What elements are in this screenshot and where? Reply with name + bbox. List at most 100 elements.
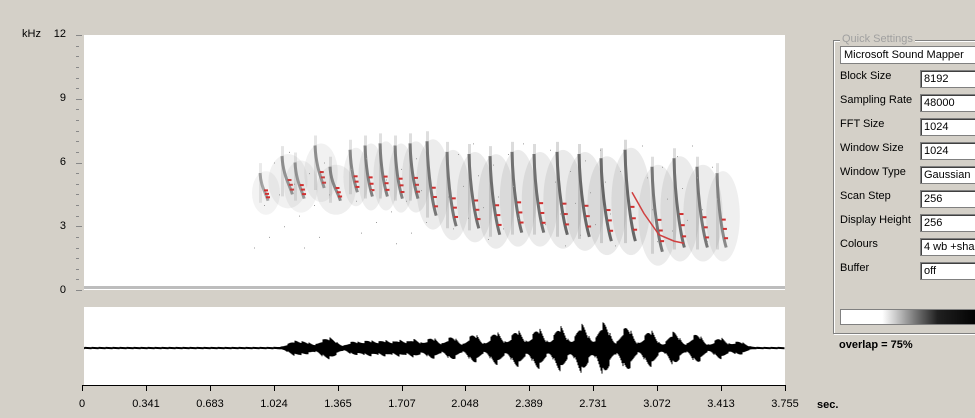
noise-speck bbox=[254, 247, 255, 249]
quick-settings-group: Quick Settings bbox=[833, 33, 975, 334]
y-tick-mark bbox=[76, 131, 79, 132]
y-tick-mark bbox=[76, 46, 79, 47]
syllable bbox=[565, 144, 605, 251]
waveform-image bbox=[84, 322, 785, 374]
noise-speck bbox=[309, 173, 310, 175]
y-tick-mark bbox=[76, 152, 79, 153]
y-tick-mark bbox=[76, 120, 79, 121]
time-tick-mark bbox=[721, 386, 722, 391]
noise-speck bbox=[299, 215, 300, 217]
noise-speck bbox=[386, 179, 387, 181]
sound-device-select[interactable]: Microsoft Sound Mapper bbox=[840, 46, 975, 64]
y-tick-mark bbox=[76, 184, 79, 185]
noise-speck bbox=[565, 245, 566, 247]
noise-speck bbox=[279, 194, 280, 196]
noise-speck bbox=[269, 236, 270, 238]
noise-speck bbox=[324, 162, 325, 164]
time-tick-label: 3.072 bbox=[643, 398, 671, 410]
time-tick-label: 0.683 bbox=[196, 398, 224, 410]
y-tick-label: 0 bbox=[59, 284, 66, 296]
noise-speck bbox=[488, 239, 489, 240]
quick-settings-title: Quick Settings bbox=[840, 33, 915, 45]
syllable bbox=[304, 135, 338, 202]
noise-speck bbox=[560, 213, 561, 215]
noise-speck bbox=[264, 205, 265, 206]
display-height-input[interactable]: 256 bbox=[920, 214, 975, 232]
block-size-input[interactable]: 8192 bbox=[920, 70, 975, 88]
syllable bbox=[456, 144, 494, 243]
time-tick-label: 2.731 bbox=[579, 398, 607, 410]
noise-speck bbox=[717, 198, 718, 200]
noise-speck bbox=[498, 196, 499, 198]
noise-speck bbox=[314, 205, 315, 206]
noise-speck bbox=[545, 224, 546, 226]
time-axis-line bbox=[82, 385, 786, 386]
syllable bbox=[543, 141, 583, 249]
y-tick-mark bbox=[76, 88, 79, 89]
time-tick-mark bbox=[146, 386, 147, 391]
time-tick-label: 1.707 bbox=[388, 398, 416, 410]
noise-speck bbox=[448, 196, 449, 198]
y-tick-label: 6 bbox=[59, 156, 66, 168]
time-tick-label: 3.413 bbox=[707, 398, 735, 410]
y-tick-mark bbox=[76, 194, 79, 195]
colours-input[interactable]: 4 wb +sha bbox=[920, 238, 975, 256]
colour-scale-bar bbox=[840, 309, 975, 325]
noise-speck bbox=[682, 188, 683, 189]
syllable bbox=[638, 156, 678, 266]
time-tick-mark bbox=[274, 386, 275, 391]
noise-speck bbox=[605, 181, 606, 183]
syllable bbox=[683, 156, 723, 262]
time-tick-mark bbox=[593, 386, 594, 391]
pitch-trace bbox=[631, 191, 685, 244]
y-tick-mark bbox=[76, 56, 79, 57]
noise-speck bbox=[366, 158, 367, 160]
block-size-label: Block Size bbox=[840, 70, 892, 82]
noise-speck bbox=[294, 183, 295, 185]
noise-speck bbox=[319, 236, 320, 238]
window-size-input[interactable]: 1024 bbox=[920, 142, 975, 160]
time-tick-label: 3.755 bbox=[771, 398, 799, 410]
noise-speck bbox=[259, 173, 260, 175]
y-tick-mark bbox=[76, 205, 79, 206]
noise-speck bbox=[667, 198, 668, 200]
noise-speck bbox=[478, 175, 479, 177]
scan-step-input[interactable]: 256 bbox=[920, 190, 975, 208]
noise-speck bbox=[677, 156, 678, 158]
time-tick-mark bbox=[402, 386, 403, 391]
syllable bbox=[416, 131, 450, 230]
y-tick-mark bbox=[76, 141, 79, 142]
window-type-input[interactable]: Gaussian bbox=[920, 166, 975, 184]
sampling-rate-input[interactable]: 48000 bbox=[920, 94, 975, 112]
noise-speck bbox=[712, 166, 713, 168]
noise-speck bbox=[351, 168, 352, 170]
noise-speck bbox=[518, 217, 519, 219]
noise-speck bbox=[687, 219, 688, 221]
noise-speck bbox=[508, 154, 509, 155]
display-height-label: Display Height bbox=[840, 214, 911, 226]
spectrogram-panel[interactable] bbox=[84, 35, 785, 290]
buffer-input[interactable]: off bbox=[920, 262, 975, 280]
window-size-label: Window Size bbox=[840, 142, 904, 154]
y-tick-mark bbox=[76, 258, 79, 259]
y-tick-mark bbox=[76, 67, 79, 68]
noise-speck bbox=[555, 181, 556, 183]
syllable bbox=[316, 156, 356, 215]
noise-speck bbox=[274, 162, 275, 164]
syllable bbox=[358, 135, 384, 211]
noise-speck bbox=[371, 190, 372, 192]
fft-size-input[interactable]: 1024 bbox=[920, 118, 975, 136]
time-tick-label: 1.024 bbox=[260, 398, 288, 410]
noise-speck bbox=[421, 190, 422, 192]
spectrogram-image bbox=[84, 131, 785, 289]
noise-speck bbox=[356, 200, 357, 202]
syllable bbox=[706, 163, 740, 262]
waveform-panel[interactable] bbox=[84, 307, 785, 385]
time-tick-mark bbox=[210, 386, 211, 391]
window-type-label: Window Type bbox=[840, 166, 906, 178]
colours-label: Colours bbox=[840, 238, 878, 250]
noise-speck bbox=[426, 222, 427, 223]
time-tick-label: 1.365 bbox=[324, 398, 352, 410]
noise-speck bbox=[396, 243, 397, 245]
noise-speck bbox=[662, 166, 663, 168]
